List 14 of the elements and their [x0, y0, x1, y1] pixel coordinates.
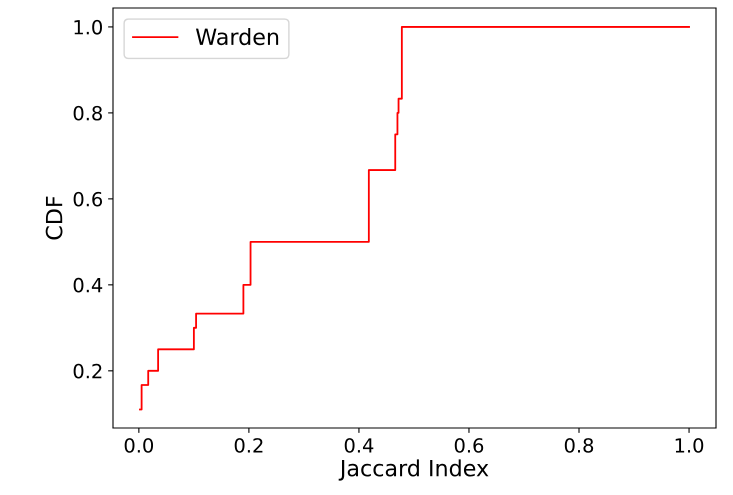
y-tick-label: 0.4 — [74, 278, 102, 293]
x-tick-label: 0.4 — [344, 438, 374, 453]
x-tick-label: 0.0 — [124, 438, 154, 453]
x-tick-label: 0.2 — [234, 438, 262, 453]
y-axis-title: CDF — [46, 196, 62, 240]
x-axis-title: Jaccard Index — [338, 459, 488, 481]
legend-label: Warden — [196, 28, 278, 46]
y-tick-label: 1.0 — [74, 20, 102, 35]
x-tick-label: 0.6 — [454, 438, 484, 453]
x-tick-label: 1.0 — [676, 438, 704, 453]
y-tick-label: 0.8 — [74, 106, 102, 121]
y-tick-label: 0.2 — [74, 364, 102, 378]
y-tick-label: 0.6 — [74, 192, 102, 207]
x-tick-label: 0.8 — [564, 438, 594, 453]
